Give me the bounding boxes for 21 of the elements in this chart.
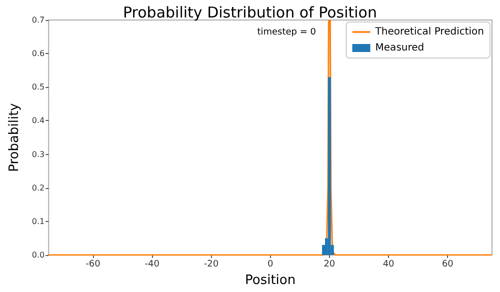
- y-tick-label: 0.0: [32, 250, 45, 260]
- y-tick-label: 0.5: [32, 82, 45, 92]
- y-axis-title: Probability: [7, 102, 22, 172]
- legend-label: Theoretical Prediction: [374, 26, 484, 38]
- y-tick-label: 0.1: [32, 216, 45, 226]
- annotation: timestep = 0: [257, 28, 316, 38]
- x-tick-label: 0: [267, 260, 274, 270]
- legend-label: Measured: [375, 42, 424, 54]
- x-tick-label: -40: [144, 260, 160, 270]
- x-axis-title: Position: [245, 273, 296, 288]
- x-tick-label: 40: [382, 260, 395, 270]
- y-tick-label: 0.7: [32, 16, 45, 24]
- x-tick-label: -20: [204, 260, 219, 270]
- x-tick-label: 20: [324, 260, 336, 270]
- y-tick-label: 0.6: [32, 49, 45, 58]
- y-tick-label: 0.3: [32, 150, 45, 159]
- y-tick-label: 0.4: [32, 116, 45, 126]
- y-tick-label: 0.2: [32, 183, 45, 192]
- x-tick-label: -60: [86, 260, 101, 270]
- chart-title: Probability Distribution of Position: [123, 4, 377, 22]
- x-tick-label: 60: [442, 260, 454, 270]
